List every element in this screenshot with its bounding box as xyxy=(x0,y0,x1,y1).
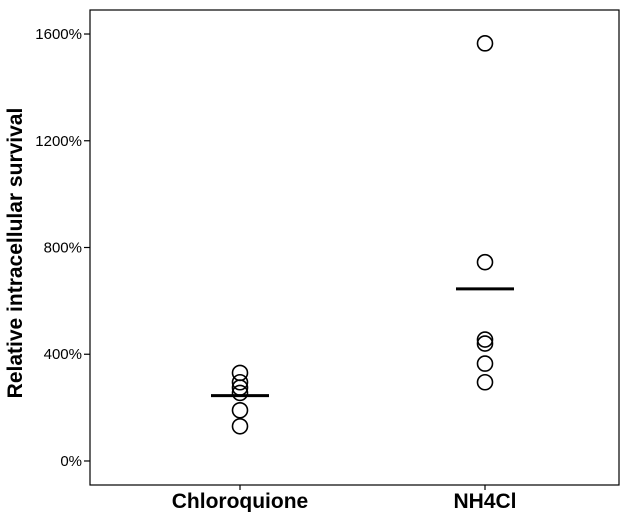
data-point xyxy=(476,35,494,52)
data-point xyxy=(231,384,249,402)
data-point xyxy=(476,331,494,348)
data-point xyxy=(231,373,249,391)
data-point xyxy=(476,253,494,271)
data-point xyxy=(476,335,494,352)
x-category-label: NH4Cl xyxy=(453,490,516,512)
y-tick-label: 1200% xyxy=(35,133,82,150)
data-point xyxy=(476,373,494,391)
plot-frame xyxy=(89,9,620,486)
y-tick-label: 1600% xyxy=(35,26,82,43)
data-point xyxy=(231,417,249,435)
data-point xyxy=(231,364,249,382)
y-axis: 0% 400% 800% 1200% 1600% xyxy=(35,26,90,470)
y-tick-label: 0% xyxy=(60,453,82,470)
x-axis: Chloroquione NH4Cl xyxy=(172,485,517,512)
y-tick-label: 800% xyxy=(44,240,82,257)
data-point xyxy=(231,401,249,419)
y-tick-label: 400% xyxy=(44,346,82,363)
y-axis-title: Relative intracellular survival xyxy=(4,108,27,399)
data-points xyxy=(231,35,494,435)
mean-markers xyxy=(211,287,514,398)
data-point xyxy=(476,355,494,372)
x-category-label: Chloroquione xyxy=(172,490,308,512)
